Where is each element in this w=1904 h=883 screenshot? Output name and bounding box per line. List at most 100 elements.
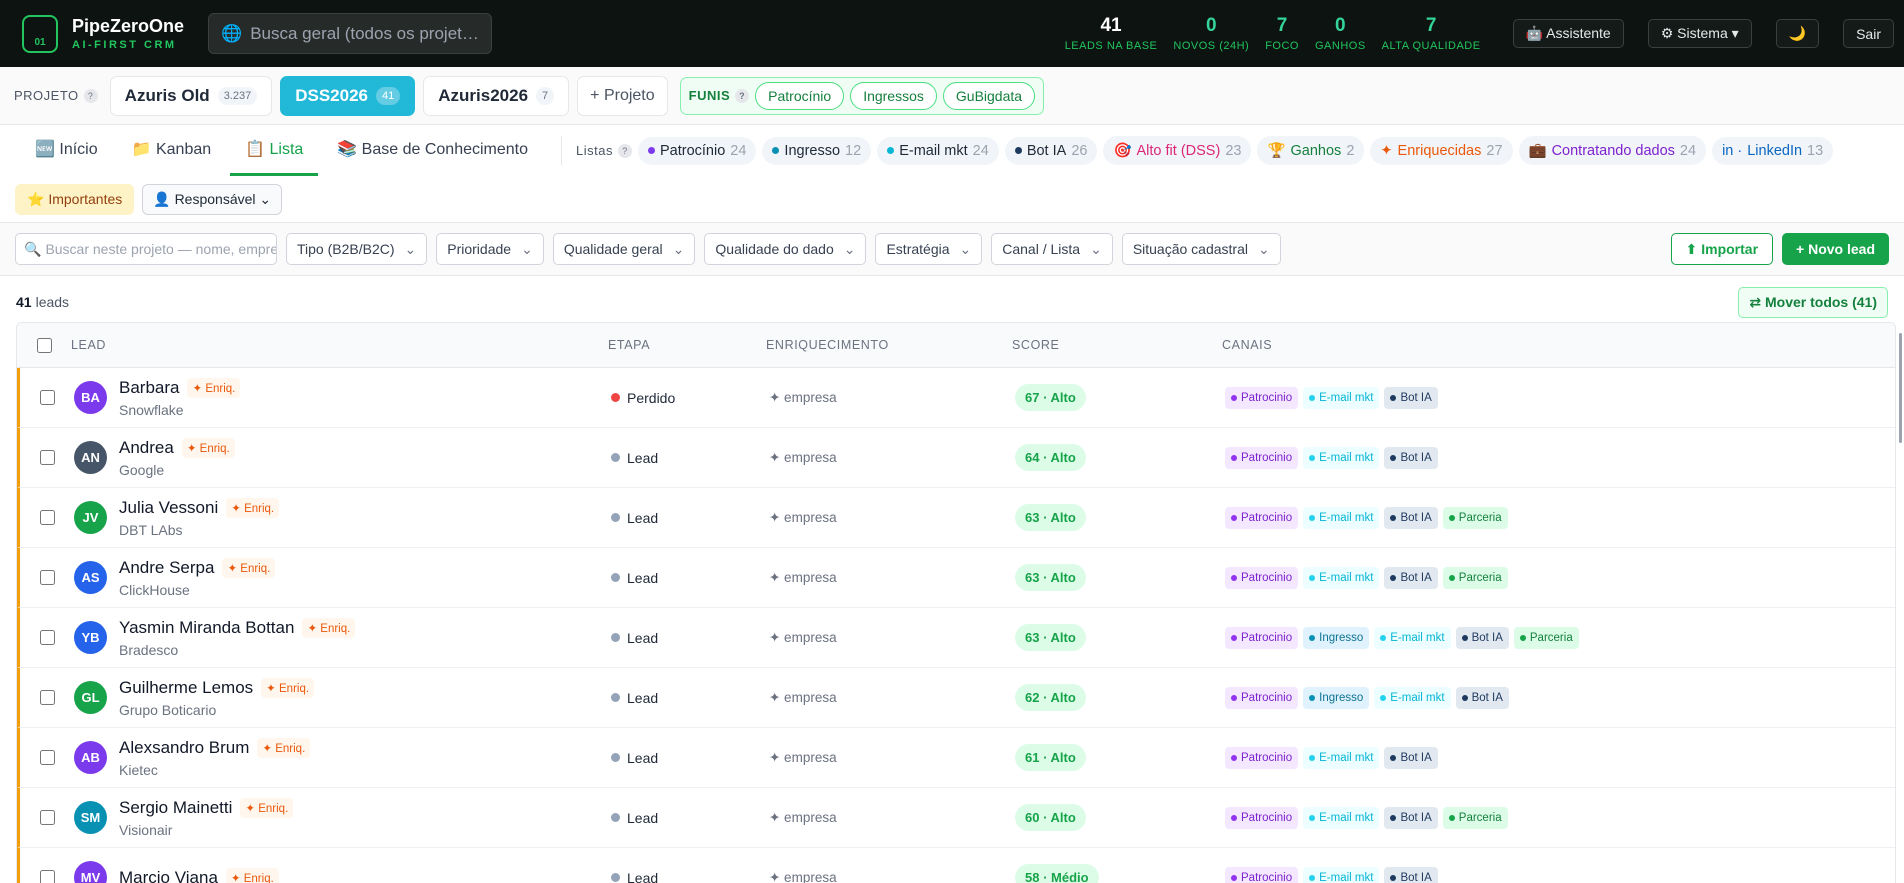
- list-chip[interactable]: in · LinkedIn 13: [1712, 136, 1834, 165]
- lead-info: Andre Serpa ✦ Enriq. ClickHouse: [119, 557, 276, 598]
- avatar: JV: [74, 501, 107, 534]
- filter-select[interactable]: Tipo (B2B/B2C): [286, 233, 428, 265]
- project-bar: PROJETO? Azuris Old 3.237 DSS2026 41 Azuris20…: [0, 67, 1904, 125]
- list-chip[interactable]: 🏆 Ganhos 2: [1257, 136, 1365, 165]
- checkbox[interactable]: [39, 630, 55, 645]
- header-button[interactable]: Sair: [1843, 19, 1894, 48]
- filter-select[interactable]: Qualidade do dado: [704, 233, 867, 265]
- filter-select[interactable]: Canal / Lista: [991, 233, 1113, 265]
- list-count: 23: [1225, 142, 1242, 159]
- project-tab[interactable]: Azuris2026 7: [423, 75, 570, 116]
- filter-select[interactable]: Situação cadastral: [1121, 233, 1281, 265]
- header-button[interactable]: 🌙: [1775, 19, 1820, 48]
- filter-select[interactable]: Qualidade geral: [552, 233, 696, 265]
- tab[interactable]: 📋 Lista: [230, 125, 319, 176]
- channel-dot: [1309, 874, 1316, 881]
- list-chip[interactable]: Patrocínio 24: [637, 136, 757, 165]
- channels: Patrocinio E-mail mkt Bot IA Parceria: [1225, 806, 1895, 829]
- checkbox[interactable]: [39, 390, 55, 405]
- checkbox[interactable]: [39, 450, 55, 465]
- lead-cell: BA Barbara ✦ Enriq. Snowflake: [74, 377, 611, 418]
- channel-name: E-mail mkt: [1319, 811, 1374, 824]
- checkbox[interactable]: [39, 870, 55, 883]
- channel-name: Parceria: [1458, 571, 1502, 584]
- new-lead-button[interactable]: + Novo lead: [1782, 233, 1889, 265]
- lead-name-line: Guilherme Lemos ✦ Enriq.: [119, 677, 315, 698]
- lead-row[interactable]: GL Guilherme Lemos ✦ Enriq. Grupo Boticario…: [17, 668, 1895, 728]
- add-project[interactable]: + Projeto: [577, 75, 668, 116]
- channel-dot: [1448, 514, 1455, 521]
- lead-name: Sergio Mainetti: [119, 797, 233, 817]
- lead-row[interactable]: YB Yasmin Miranda Bottan ✦ Enriq. Bradesco L…: [17, 608, 1895, 668]
- score-cell: 64 · Alto: [1015, 444, 1225, 471]
- channel-name: Bot IA: [1400, 571, 1432, 584]
- list-chip[interactable]: E-mail mkt 24: [877, 136, 999, 165]
- funnel[interactable]: Ingressos: [850, 81, 937, 110]
- checkbox[interactable]: [39, 690, 55, 705]
- lead-row[interactable]: SM Sergio Mainetti ✦ Enriq. Visionair Lead ✦ …: [17, 788, 1895, 848]
- filter-select[interactable]: Prioridade: [436, 233, 544, 265]
- lead-row[interactable]: AN Andrea ✦ Enriq. Google Lead ✦ empresa 64 · …: [17, 428, 1895, 488]
- stage: Lead: [611, 750, 769, 766]
- stage-dot: [611, 573, 620, 582]
- list-chip[interactable]: ✦ Enriquecidas 27: [1370, 136, 1513, 165]
- funnel[interactable]: GuBigdata: [942, 81, 1036, 110]
- header-button[interactable]: ⚙ Sistema ▾: [1647, 19, 1752, 48]
- checkbox[interactable]: [36, 337, 52, 353]
- stage-dot: [611, 693, 620, 702]
- channel-name: E-mail mkt: [1319, 871, 1374, 883]
- lead-cell: GL Guilherme Lemos ✦ Enriq. Grupo Boticario: [74, 677, 611, 718]
- lead-name: Yasmin Miranda Bottan: [119, 617, 295, 637]
- list-chip[interactable]: 💼 Contratando dados 24: [1518, 136, 1707, 165]
- list-chip[interactable]: 🎯 Alto fit (DSS) 23: [1103, 136, 1252, 165]
- stat: 0 NOVOS (24H): [1173, 15, 1249, 52]
- channel-dot: [1231, 814, 1237, 821]
- list-chip[interactable]: Bot IA 26: [1004, 136, 1098, 165]
- checkbox[interactable]: [39, 570, 55, 585]
- stage-name: Lead: [627, 509, 659, 526]
- scrollbar: [1899, 333, 1902, 443]
- tab[interactable]: 📚 Base de Conhecimento: [337, 141, 529, 158]
- channel-dot: [1309, 814, 1316, 821]
- lead-row[interactable]: AB Alexsandro Brum ✦ Enriq. Kietec Lead ✦ emp…: [17, 728, 1895, 788]
- enriched-badge: ✦ Enriq.: [302, 617, 356, 638]
- importantes[interactable]: ⭐ Importantes: [15, 183, 135, 215]
- responsavel[interactable]: 👤 Responsável ⌄: [142, 183, 283, 215]
- stat-label: LEADS NA BASE: [1064, 40, 1158, 52]
- project-tab[interactable]: Azuris Old 3.237: [109, 75, 273, 116]
- funnel[interactable]: Patrocínio: [755, 81, 845, 110]
- lead-row[interactable]: MV Marcio Viana ✦ Enriq. Lead ✦ empresa 58 · …: [17, 848, 1895, 883]
- tab[interactable]: 📁 Kanban: [131, 141, 212, 158]
- lead-row[interactable]: JV Julia Vessoni ✦ Enriq. DBT LAbs Lead ✦ emp…: [17, 488, 1895, 548]
- search-icon: 🌐: [221, 23, 243, 43]
- channel-name: Bot IA: [1400, 511, 1432, 524]
- lead-info: Sergio Mainetti ✦ Enriq. Visionair: [119, 797, 294, 838]
- project-name: DSS2026: [295, 85, 368, 105]
- top-header: 01 PipeZeroOne AI-FIRST CRM 🌐 Busca geral (t…: [0, 0, 1904, 67]
- channel-chip: Patrocinio: [1225, 506, 1299, 529]
- checkbox[interactable]: [39, 510, 55, 525]
- stage-name: Lead: [627, 869, 659, 883]
- lead-info: Barbara ✦ Enriq. Snowflake: [119, 377, 241, 418]
- tab[interactable]: 🆕 Início: [35, 141, 98, 158]
- move-all[interactable]: ⇄ Mover todos (41): [1738, 286, 1888, 318]
- lead-row[interactable]: BA Barbara ✦ Enriq. Snowflake Perdido ✦ empre…: [17, 368, 1895, 428]
- enriched-badge: ✦ Enriq.: [225, 867, 279, 883]
- channel-chip: Bot IA: [1384, 746, 1438, 769]
- score-cell: 63 · Alto: [1015, 564, 1225, 591]
- checkbox[interactable]: [39, 750, 55, 765]
- channel-chip: Patrocinio: [1225, 566, 1299, 589]
- channel-dot: [1448, 814, 1455, 821]
- checkbox[interactable]: [39, 810, 55, 825]
- company: Visionair: [119, 821, 173, 838]
- import-button[interactable]: ⬆ Importar: [1670, 233, 1774, 265]
- filter-select[interactable]: Estratégia: [875, 233, 983, 265]
- channel-name: Patrocinio: [1241, 571, 1293, 584]
- project-search[interactable]: 🔍 Buscar neste projeto — nome, empresa: [15, 233, 277, 265]
- project-tab[interactable]: DSS2026 41: [280, 75, 416, 116]
- help: ?: [83, 88, 98, 103]
- header-button[interactable]: 🤖 Assistente: [1512, 19, 1624, 48]
- lead-row[interactable]: AS Andre Serpa ✦ Enriq. ClickHouse Lead ✦ emp…: [17, 548, 1895, 608]
- list-chip[interactable]: Ingresso 12: [762, 136, 872, 165]
- global-search[interactable]: 🌐 Busca geral (todos os projetos): [208, 13, 493, 54]
